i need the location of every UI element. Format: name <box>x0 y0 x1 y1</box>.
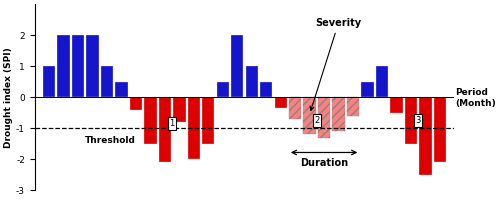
Bar <box>86 35 99 97</box>
Bar <box>216 82 229 97</box>
Bar <box>58 35 70 97</box>
Bar <box>347 97 359 116</box>
Bar <box>231 35 243 97</box>
Bar <box>159 97 171 162</box>
Text: 2: 2 <box>314 116 320 125</box>
Text: 1: 1 <box>170 119 175 128</box>
Bar <box>202 97 214 144</box>
Bar <box>260 82 272 97</box>
Bar <box>289 97 302 119</box>
Text: Period
(Month): Period (Month) <box>455 88 496 108</box>
Bar <box>434 97 446 162</box>
Bar <box>318 97 330 138</box>
Bar <box>72 35 84 97</box>
Bar <box>332 97 344 131</box>
Bar <box>419 97 432 175</box>
Text: Severity: Severity <box>310 18 362 110</box>
Bar <box>347 97 359 116</box>
Bar <box>144 97 156 144</box>
Bar <box>173 97 186 122</box>
Bar <box>390 97 402 113</box>
Bar <box>116 82 128 97</box>
Bar <box>274 97 287 108</box>
Text: 3: 3 <box>416 116 421 125</box>
Bar <box>289 97 302 119</box>
Bar <box>130 97 142 110</box>
Bar <box>188 97 200 159</box>
Bar <box>101 66 113 97</box>
Bar <box>404 97 417 144</box>
Bar <box>376 66 388 97</box>
Bar <box>332 97 344 131</box>
Y-axis label: Drought index (SPI): Drought index (SPI) <box>4 47 13 148</box>
Bar <box>318 97 330 138</box>
Bar <box>246 66 258 97</box>
Bar <box>304 97 316 134</box>
Bar <box>304 97 316 134</box>
Text: Duration: Duration <box>300 158 348 168</box>
Text: Threshold: Threshold <box>86 136 136 145</box>
Bar <box>362 82 374 97</box>
Bar <box>43 66 56 97</box>
